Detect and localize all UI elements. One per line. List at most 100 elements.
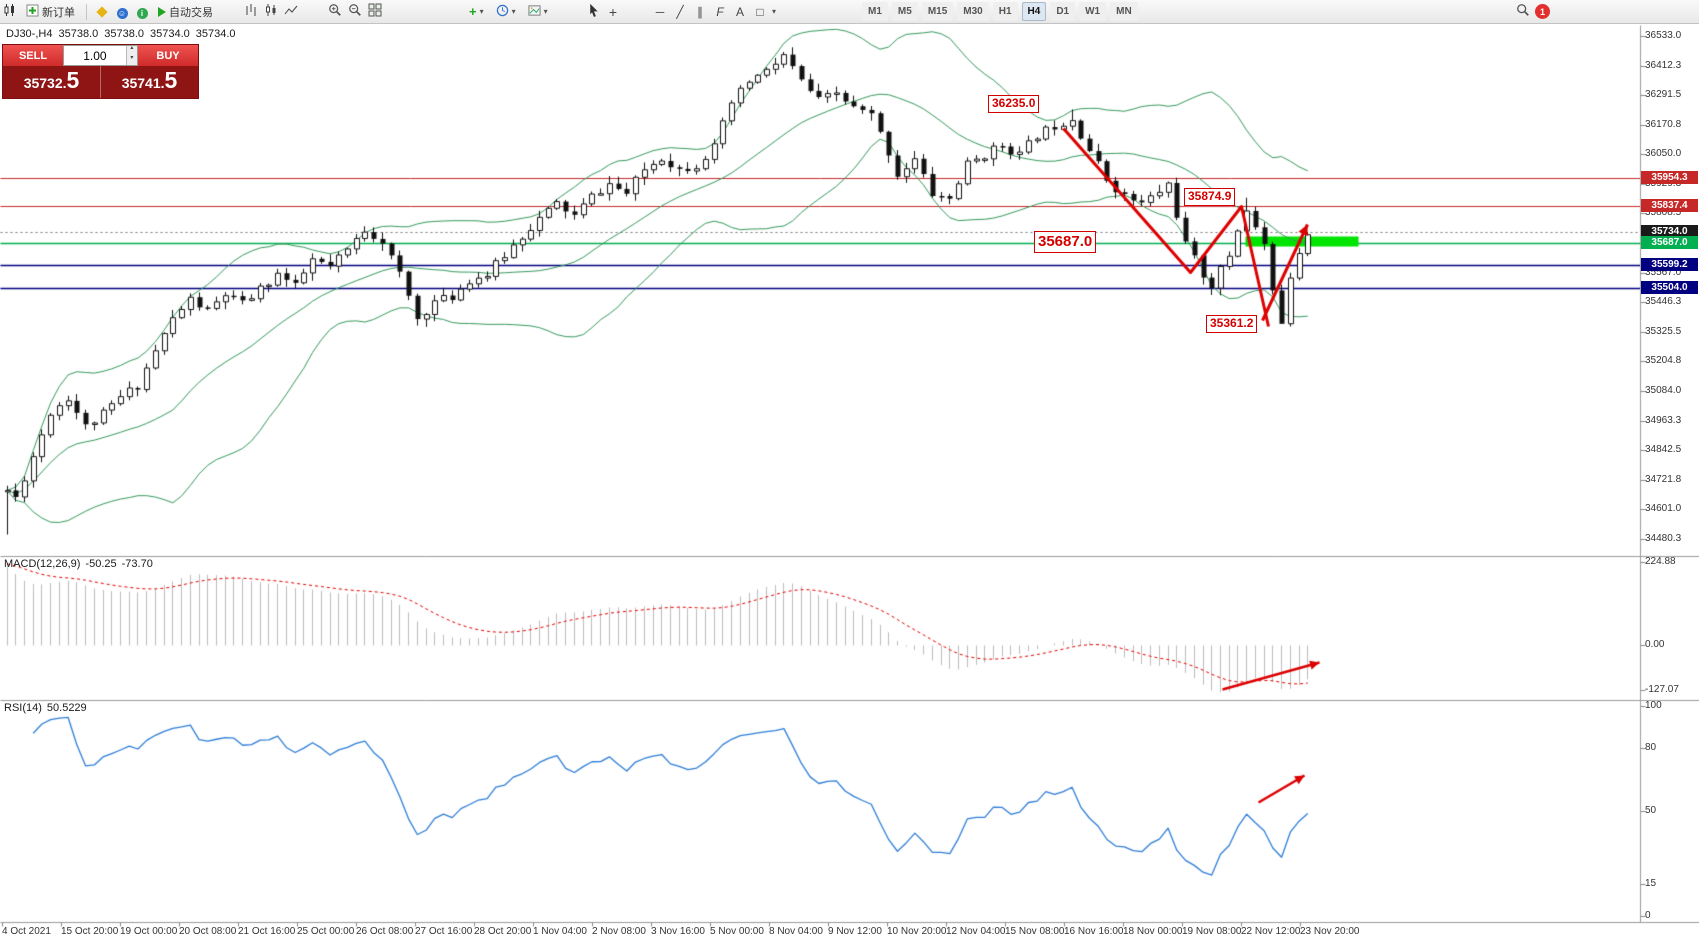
lot-decrease-button[interactable]: ▾ [126,55,137,65]
toolbar-group-orders: 新订单 ☺ i 自动交易 [2,0,217,23]
chevron-down-icon: ▾ [543,7,548,16]
clock-icon [496,4,509,20]
y-axis-label: 35084.0 [1645,384,1682,396]
zoom-in-icon[interactable] [327,3,343,20]
fibonacci-tool-icon[interactable]: F [716,4,724,19]
line-chart-icon[interactable] [283,3,299,20]
x-axis-label: 22 Nov 12:00 [1241,926,1301,937]
rsi-scale-label: 15 [1645,878,1657,889]
timeframe-toolbar: M1 M5 M15 M30 H1 H4 D1 W1 MN [862,0,1138,23]
x-axis-label: 10 Nov 20:00 [887,926,947,937]
zoom-out-icon[interactable] [347,3,363,20]
macd-scale-label: 0.00 [1645,639,1665,650]
price-annotation-35874[interactable]: 35874.9 [1184,188,1236,206]
trendline-tool-icon[interactable]: ╱ [676,4,684,19]
chart-window-icon[interactable] [2,3,18,20]
x-axis-label: 27 Oct 16:00 [415,926,473,937]
price-tag: 35734.0 [1641,225,1698,238]
sell-price[interactable]: 35732. 5 [23,67,80,93]
price-annotation-36235[interactable]: 36235.0 [988,95,1040,113]
chevron-down-icon: ▾ [511,7,516,16]
plus-icon: + [469,4,477,19]
main-toolbar: 新订单 ☺ i 自动交易 + [0,0,1699,24]
y-axis-label: 36050.0 [1645,148,1682,160]
timeframe-m1[interactable]: M1 [862,2,888,21]
y-axis-label: 35325.5 [1645,325,1682,337]
rsi-scale-label: 50 [1645,805,1657,816]
x-axis-label: 2 Nov 08:00 [592,926,646,937]
x-axis-label: 5 Nov 00:00 [710,926,764,937]
price-tag: 35504.0 [1641,281,1698,294]
timeframe-m30[interactable]: M30 [957,2,989,21]
new-order-button[interactable]: 新订单 [22,2,79,22]
search-icon[interactable] [1515,3,1531,20]
lot-increase-button[interactable]: ▴ [126,45,137,56]
y-axis-label: 35204.8 [1645,355,1682,367]
timeframe-w1[interactable]: W1 [1079,2,1107,21]
price-tag: 35599.2 [1641,258,1698,271]
y-axis-label: 34963.3 [1645,414,1682,426]
x-axis-label: 16 Nov 16:00 [1064,926,1124,937]
period-selector-button[interactable]: ▾ [492,2,520,22]
open-value: 35738.0 [58,28,99,40]
cursor-icon[interactable] [585,3,601,20]
y-axis-label: 34601.0 [1645,503,1682,515]
candlestick-chart-icon[interactable] [263,3,279,20]
macd-scale-label: 224.88 [1645,556,1676,567]
timeframe-m15[interactable]: M15 [921,2,954,21]
y-axis-label: 34480.3 [1645,532,1682,544]
timeframe-mn[interactable]: MN [1110,2,1138,21]
lot-size-box: ▴ ▾ [63,45,138,66]
close-value: 35734.0 [195,28,236,40]
new-order-label: 新订单 [42,6,75,19]
x-axis-label: 28 Oct 20:00 [474,926,532,937]
buy-button[interactable]: BUY [138,45,198,66]
price-annotation-35361[interactable]: 35361.2 [1206,315,1258,333]
symbol-period-label: DJ30-,H4 [6,28,53,40]
x-axis-label: 18 Nov 00:00 [1123,926,1183,937]
notification-badge[interactable]: 1 [1535,4,1550,19]
auto-trading-button[interactable]: 自动交易 [154,2,217,22]
price-annotation-35687[interactable]: 35687.0 [1034,231,1097,253]
y-axis-label: 35567.0 [1645,266,1682,278]
horizontal-line-tool-icon[interactable]: ─ [655,4,665,19]
lot-size-input[interactable] [64,46,126,65]
toolbar-group-zoom [327,0,383,23]
price-tag: 35837.4 [1641,199,1698,212]
y-axis-label: 34721.8 [1645,473,1682,485]
bar-chart-icon[interactable] [243,3,259,20]
community-icon[interactable]: ☺ [116,7,128,19]
timeframe-d1[interactable]: D1 [1050,2,1076,21]
high-value: 35738.0 [104,28,144,40]
y-axis-label: 36533.0 [1645,30,1682,41]
x-axis-label: 15 Oct 20:00 [61,926,119,937]
tile-windows-icon[interactable] [367,3,383,20]
rsi-scale-label: 80 [1645,742,1657,753]
one-click-trading-panel: SELL ▴ ▾ BUY 35732.5 35741.5 [2,44,199,99]
y-axis-label: 36170.8 [1645,118,1682,130]
channel-tool-icon[interactable]: ∥ [697,4,703,19]
sell-button[interactable]: SELL [3,45,63,66]
chevron-down-icon[interactable]: ▾ [772,7,777,16]
y-axis-label: 36291.5 [1645,89,1682,101]
toolbar-group-right: 1 [1515,0,1550,23]
timeframe-h4[interactable]: H4 [1021,2,1047,21]
timeframe-m5[interactable]: M5 [891,2,918,21]
buy-price[interactable]: 35741. 5 [100,66,198,98]
lot-spinner: ▴ ▾ [125,45,137,65]
add-indicator-button[interactable]: + ▾ [465,2,488,22]
info-icon[interactable]: i [134,5,150,19]
text-tool-icon[interactable]: A [735,4,744,19]
rsi-scale-label: 100 [1645,700,1662,711]
y-axis-label: 35446.3 [1645,296,1682,308]
low-value: 35734.0 [150,28,190,40]
timeframe-h1[interactable]: H1 [992,2,1018,21]
toolbar-group-pointer: + [585,0,621,23]
template-button[interactable]: ▾ [524,2,552,22]
market-icon[interactable] [94,5,110,19]
x-axis-label: 23 Nov 20:00 [1300,926,1360,937]
toolbar-group-objects: ─ ╱ ∥ F A □ ▾ [652,0,776,23]
crosshair-icon[interactable]: + [608,3,618,20]
shapes-tool-icon[interactable]: □ [756,4,764,19]
